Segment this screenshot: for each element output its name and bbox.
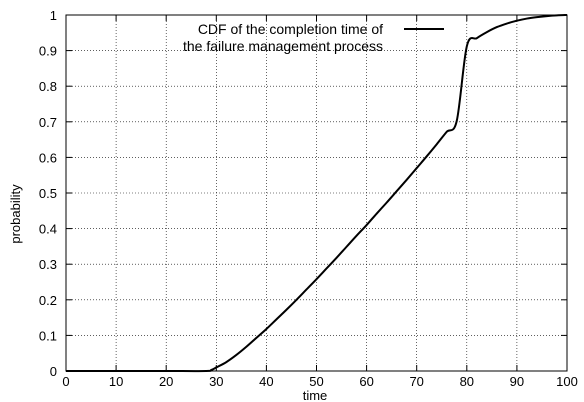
x-tick-label: 90 (510, 374, 524, 389)
x-axis-label: time (303, 388, 328, 402)
y-tick-label: 0.9 (39, 44, 57, 59)
x-tick-label: 10 (109, 374, 123, 389)
axis-ticks: 0 10 20 30 40 50 60 70 80 90 100 0 0.1 0.2 0.3 0.4 0.5 0.… (39, 8, 578, 389)
x-tick-label: 100 (556, 374, 578, 389)
x-tick-label: 80 (460, 374, 474, 389)
y-tick-label: 0 (50, 364, 57, 379)
series-layer (65, 14, 568, 373)
y-tick-label: 1 (50, 8, 57, 23)
y-tick-label: 0.3 (39, 257, 57, 272)
x-tick-label: 30 (209, 374, 223, 389)
x-tick-label: 0 (62, 374, 69, 389)
plot-frame (65, 14, 568, 372)
y-tick-label: 0.4 (39, 222, 57, 237)
y-tick-label: 0.7 (39, 115, 57, 130)
y-axis-label: probability (8, 184, 23, 244)
y-tick-label: 0.5 (39, 186, 57, 201)
x-tick-label: 60 (359, 374, 373, 389)
grid (66, 15, 567, 371)
x-tick-label: 50 (309, 374, 323, 389)
legend: CDF of the completion time of the failur… (183, 21, 444, 54)
y-tick-label: 0.1 (39, 328, 57, 343)
legend-label-line-2: the failure management process (183, 38, 383, 54)
y-tick-label: 0.2 (39, 293, 57, 308)
y-tick-label: 0.8 (39, 79, 57, 94)
y-tick-label: 0.6 (39, 150, 57, 165)
legend-label-line-1: CDF of the completion time of (198, 21, 383, 37)
cdf-series-line (65, 14, 568, 373)
x-tick-label: 40 (259, 374, 273, 389)
x-tick-label: 70 (409, 374, 423, 389)
x-tick-label: 20 (159, 374, 173, 389)
